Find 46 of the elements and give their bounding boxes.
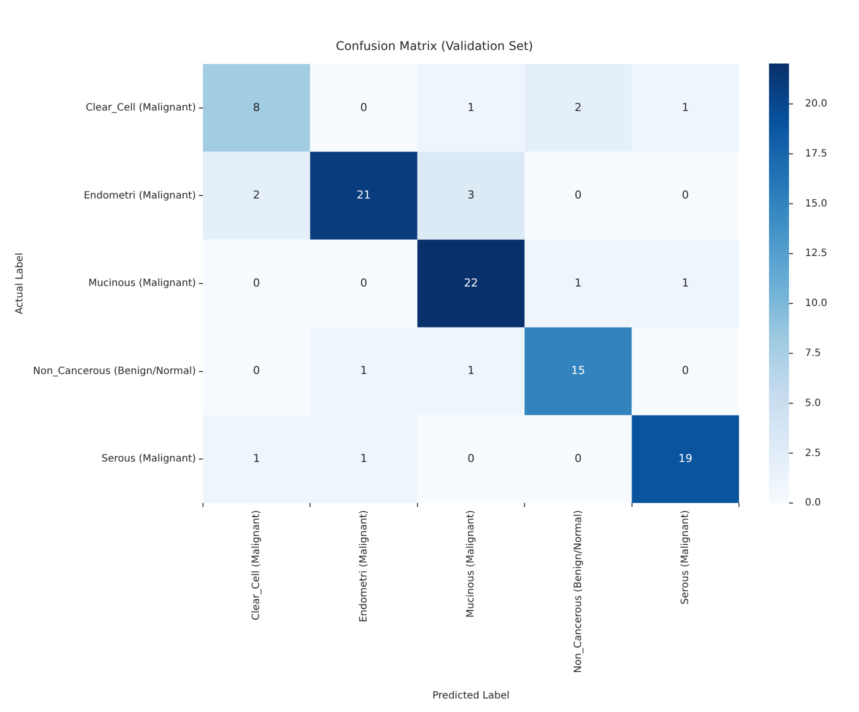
data-label: 21: [356, 188, 371, 202]
data-label: 1: [682, 100, 689, 114]
color-bar-label: 7.5: [805, 348, 821, 359]
x-tick-label: Endometri (Malignant): [358, 510, 370, 622]
data-label: 2: [574, 100, 582, 114]
data-label: 0: [682, 188, 689, 202]
color-bar-label: 20.0: [805, 98, 828, 110]
data-label: 0: [574, 452, 582, 466]
data-label: 1: [360, 452, 368, 466]
data-label: 0: [360, 100, 368, 114]
data-label: 1: [467, 364, 474, 378]
x-axis-title: Predicted Label: [432, 690, 510, 702]
y-tick-label: Mucinous (Malignant): [88, 278, 196, 290]
data-label: 19: [678, 452, 692, 466]
color-bar-label: 15.0: [805, 198, 828, 210]
data-label: 0: [253, 364, 260, 378]
data-label: 0: [682, 364, 689, 378]
color-bar-label: 12.5: [805, 248, 828, 260]
y-tick-label: Serous (Malignant): [102, 454, 196, 465]
y-tick-label: Clear_Cell (Malignant): [86, 102, 196, 114]
data-label: 22: [464, 276, 478, 290]
color-bar-label: 5.0: [805, 398, 821, 409]
data-label: 0: [360, 276, 368, 290]
data-label: 1: [574, 276, 582, 290]
color-bar-label: 10.0: [805, 298, 828, 310]
color-bar-label: 2.5: [805, 448, 821, 459]
data-label: 1: [682, 276, 689, 290]
x-tick-label: Mucinous (Malignant): [466, 510, 477, 618]
data-label: 15: [571, 364, 586, 378]
color-bar-label: 17.5: [805, 148, 828, 160]
data-label: 3: [467, 188, 474, 202]
x-tick-label: Serous (Malignant): [680, 510, 691, 604]
color-bar-label: 0.0: [805, 498, 821, 509]
data-label: 8: [253, 100, 260, 114]
data-label: 2: [253, 188, 260, 202]
data-label: 0: [253, 276, 260, 290]
data-label: 1: [253, 452, 260, 466]
y-tick-label: Endometri (Malignant): [84, 190, 196, 202]
data-label: 0: [574, 188, 582, 202]
data-label: 1: [467, 100, 474, 114]
data-label: 0: [467, 452, 474, 466]
data-label: 1: [360, 364, 368, 378]
chart-title: Confusion Matrix (Validation Set): [336, 38, 534, 53]
y-axis-title: Actual Label: [14, 252, 26, 314]
y-tick-label: Non_Cancerous (Benign/Normal): [32, 366, 196, 377]
x-tick-label: Non_Cancerous (Benign/Normal): [572, 510, 584, 674]
